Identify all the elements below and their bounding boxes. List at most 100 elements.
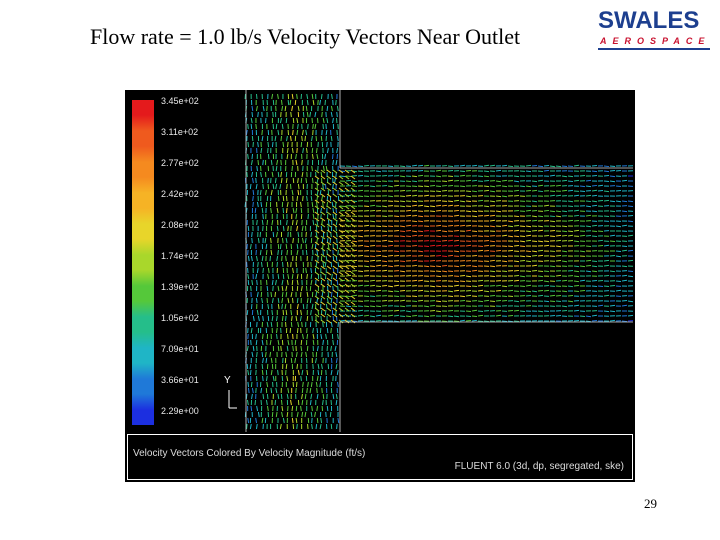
velocity-vector xyxy=(290,315,293,322)
velocity-vector xyxy=(519,185,526,188)
velocity-vector xyxy=(315,135,318,142)
velocity-vector xyxy=(320,223,326,228)
velocity-vector xyxy=(322,117,325,124)
velocity-vector xyxy=(549,294,556,297)
velocity-vector xyxy=(477,279,484,282)
velocity-vector xyxy=(255,183,258,190)
velocity-vector xyxy=(295,387,297,394)
velocity-vector xyxy=(277,195,280,202)
velocity-vector xyxy=(261,351,264,358)
velocity-vector xyxy=(281,279,284,286)
velocity-vector xyxy=(259,231,262,238)
velocity-vector xyxy=(338,193,344,198)
velocity-vector xyxy=(316,153,319,160)
velocity-vector xyxy=(311,405,313,412)
velocity-vector xyxy=(344,247,350,252)
velocity-vector xyxy=(591,194,598,197)
velocity-vector xyxy=(351,165,358,168)
velocity-vector xyxy=(344,169,350,174)
velocity-vector xyxy=(286,153,289,160)
velocity-vector xyxy=(332,283,338,288)
velocity-vector xyxy=(417,185,424,188)
velocity-vector xyxy=(256,291,259,298)
velocity-vector xyxy=(316,327,319,334)
velocity-vector xyxy=(296,93,298,100)
velocity-vector xyxy=(327,219,330,226)
velocity-vector xyxy=(477,289,484,292)
legend-swatch xyxy=(132,146,154,162)
velocity-vector xyxy=(330,327,332,334)
velocity-vector xyxy=(621,224,628,227)
velocity-vector xyxy=(306,291,309,298)
velocity-vector xyxy=(247,153,249,160)
velocity-vector xyxy=(251,393,253,400)
velocity-vector xyxy=(603,170,610,173)
velocity-vector xyxy=(417,230,424,233)
velocity-vector xyxy=(332,295,338,300)
velocity-vector xyxy=(423,245,430,248)
velocity-vector xyxy=(257,159,260,166)
velocity-vector xyxy=(296,423,298,430)
velocity-vector xyxy=(330,297,333,304)
velocity-vector xyxy=(250,381,253,388)
velocity-vector xyxy=(375,319,382,322)
velocity-vector xyxy=(483,189,490,192)
velocity-vector xyxy=(320,213,322,220)
velocity-vector xyxy=(453,239,460,242)
velocity-vector xyxy=(314,253,320,258)
velocity-vector xyxy=(319,381,322,388)
velocity-vector xyxy=(299,315,302,322)
velocity-vector xyxy=(326,307,332,312)
velocity-vector xyxy=(251,111,254,118)
velocity-vector xyxy=(477,245,484,248)
velocity-vector xyxy=(275,123,278,130)
velocity-vector xyxy=(447,309,454,312)
velocity-vector xyxy=(381,184,388,187)
velocity-vector xyxy=(615,169,622,172)
velocity-vector xyxy=(276,327,278,334)
velocity-vector xyxy=(375,305,382,308)
velocity-vector xyxy=(411,289,418,292)
velocity-vector xyxy=(543,234,550,237)
velocity-vector xyxy=(338,217,344,222)
velocity-vector xyxy=(507,220,514,223)
velocity-vector xyxy=(314,259,320,264)
velocity-vector xyxy=(256,351,258,358)
velocity-vector xyxy=(306,99,309,106)
velocity-vector xyxy=(311,147,314,154)
velocity-vector xyxy=(301,387,304,394)
velocity-vector xyxy=(295,153,297,160)
velocity-vector xyxy=(330,111,333,118)
velocity-vector xyxy=(381,205,388,208)
velocity-vector xyxy=(312,333,315,340)
velocity-vector xyxy=(471,179,478,182)
velocity-vector xyxy=(310,195,313,202)
velocity-vector xyxy=(322,165,325,172)
velocity-vector xyxy=(280,393,283,400)
velocity-vector xyxy=(259,189,262,196)
velocity-vector xyxy=(330,105,333,112)
velocity-vector xyxy=(322,261,325,268)
velocity-vector xyxy=(453,320,460,323)
velocity-vector xyxy=(579,175,586,177)
velocity-vector xyxy=(331,183,334,190)
velocity-vector xyxy=(609,234,616,237)
velocity-vector xyxy=(281,105,284,112)
velocity-vector xyxy=(314,111,317,118)
velocity-vector xyxy=(549,229,556,232)
velocity-vector xyxy=(338,301,344,306)
velocity-vector xyxy=(254,207,257,214)
velocity-vector xyxy=(330,291,333,298)
velocity-vector xyxy=(555,300,562,303)
velocity-vector xyxy=(337,417,340,424)
velocity-vector xyxy=(321,111,323,118)
velocity-vector xyxy=(543,270,550,273)
velocity-vector xyxy=(350,223,356,228)
velocity-vector xyxy=(326,313,332,318)
velocity-vector xyxy=(591,164,598,167)
velocity-vector xyxy=(344,235,350,240)
velocity-vector xyxy=(326,253,332,258)
velocity-vector xyxy=(344,187,350,192)
velocity-vector xyxy=(627,275,634,278)
velocity-vector xyxy=(272,111,274,118)
